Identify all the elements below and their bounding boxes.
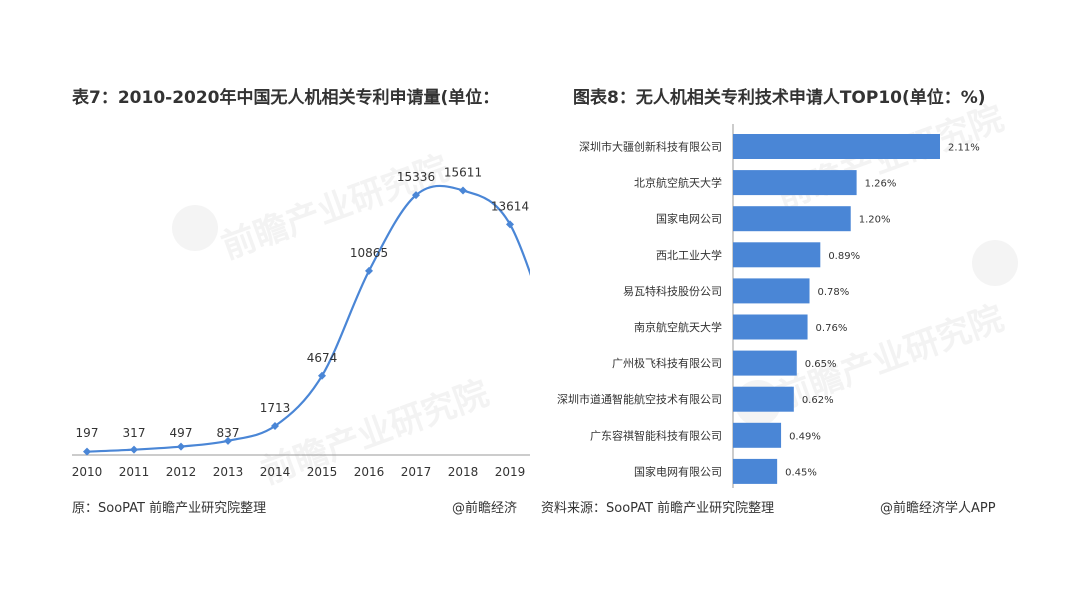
data-point	[318, 371, 326, 380]
value-label: 0.65%	[805, 359, 837, 370]
value-label: 0.45%	[785, 467, 817, 478]
x-tick-label: 2015	[307, 465, 338, 479]
category-label: 国家电网公司	[656, 212, 722, 226]
value-label: 0.89%	[828, 251, 860, 262]
left-credit: @前瞻经济	[452, 501, 518, 516]
bar	[733, 170, 857, 196]
data-label: 13614	[491, 199, 529, 213]
bar	[733, 314, 808, 340]
left-source-note: 原：SooPAT 前瞻产业研究院整理	[72, 501, 267, 516]
value-label: 1.26%	[865, 179, 897, 190]
data-label: 15611	[444, 165, 482, 179]
right-chart-title: 图表8：无人机相关专利技术申请人TOP10(单位：%)	[573, 88, 986, 108]
data-point	[506, 220, 514, 229]
category-label: 广东容祺智能科技有限公司	[590, 428, 722, 442]
x-tick-label: 2010	[72, 465, 103, 479]
data-point	[271, 421, 279, 430]
right-credit: @前瞻经济学人APP	[880, 501, 996, 516]
value-label: 0.76%	[816, 323, 848, 334]
x-tick-label: 2017	[401, 465, 432, 479]
series-line	[86, 184, 530, 453]
category-label: 广州极飞科技有限公司	[612, 356, 722, 370]
bar	[733, 350, 797, 376]
value-label: 0.62%	[802, 395, 834, 406]
x-tick-label: 2018	[448, 465, 479, 479]
data-point	[177, 442, 185, 451]
x-tick-label: 2011	[119, 465, 150, 479]
data-label: 837	[217, 426, 240, 440]
x-tick-label: 2013	[213, 465, 244, 479]
data-point	[224, 436, 232, 445]
left-chart-title: 表7：2010-2020年中国无人机相关专利申请量(单位：	[72, 88, 500, 108]
data-point	[130, 445, 138, 454]
bar	[733, 242, 821, 268]
bar	[733, 206, 851, 232]
data-point	[365, 266, 373, 275]
data-label: 4674	[307, 351, 338, 365]
category-label: 深圳市大疆创新科技有限公司	[579, 140, 722, 154]
right-source-note: 资料来源：SooPAT 前瞻产业研究院整理	[541, 501, 775, 516]
data-point	[412, 191, 420, 200]
data-point	[459, 186, 467, 195]
x-tick-label: 2014	[260, 465, 291, 479]
bar	[733, 422, 782, 448]
category-label: 北京航空航天大学	[634, 176, 722, 190]
category-label: 深圳市道通智能航空技术有限公司	[557, 392, 722, 406]
data-label: 10865	[350, 246, 388, 260]
bar	[733, 134, 940, 159]
data-label: 1713	[260, 401, 291, 415]
data-label: 497	[170, 426, 193, 440]
data-label: 317	[123, 426, 146, 440]
value-label: 0.49%	[789, 431, 821, 442]
x-tick-label: 2012	[166, 465, 197, 479]
data-point	[83, 447, 91, 456]
category-label: 易瓦特科技股份公司	[623, 284, 722, 298]
value-label: 2.11%	[948, 143, 980, 154]
value-label: 1.20%	[859, 215, 891, 226]
x-tick-label: 2016	[354, 465, 385, 479]
category-label: 西北工业大学	[656, 248, 722, 262]
bar	[733, 278, 810, 304]
x-tick-label: 2019	[495, 465, 526, 479]
value-label: 0.78%	[818, 287, 850, 298]
category-label: 南京航空航天大学	[634, 320, 722, 334]
data-label: 197	[76, 426, 99, 440]
bar	[733, 386, 794, 412]
category-label: 国家电网有限公司	[634, 464, 722, 478]
data-label: 15336	[397, 170, 435, 184]
bar	[733, 458, 778, 484]
